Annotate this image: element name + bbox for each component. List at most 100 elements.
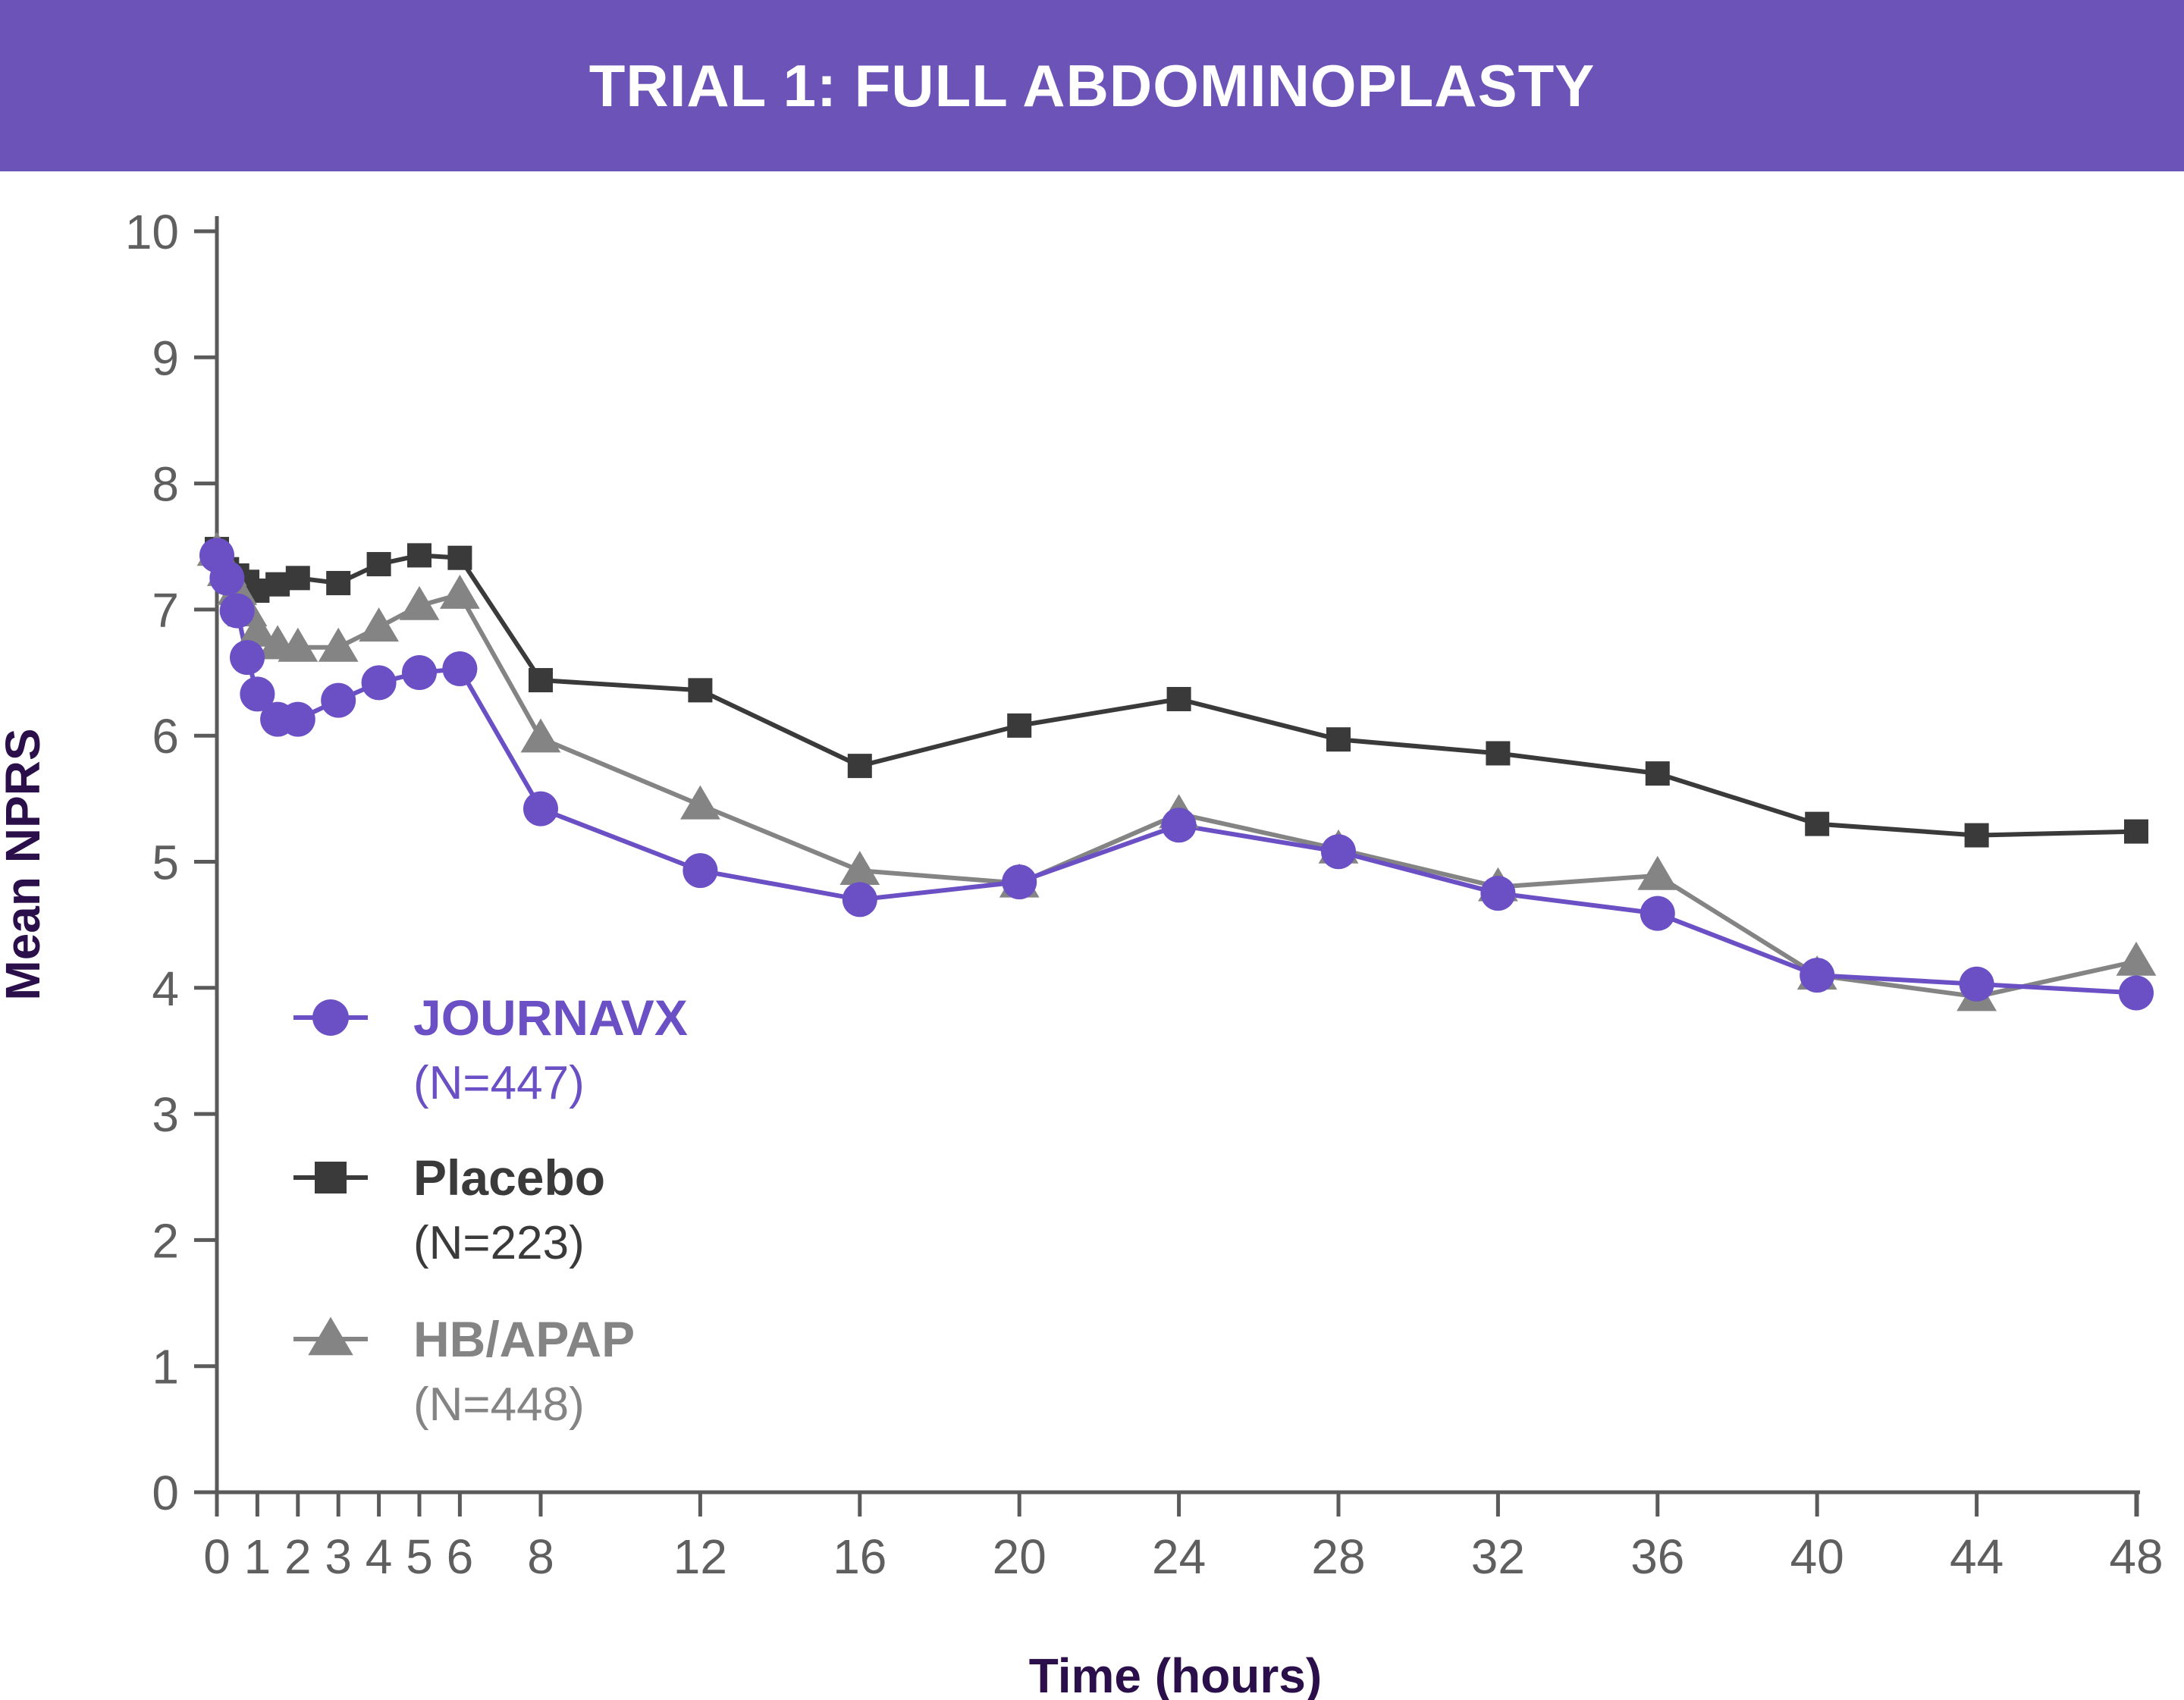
data-point-journavx xyxy=(1800,958,1835,993)
series-line-journavx xyxy=(215,554,2137,996)
legend-count: (N=223) xyxy=(413,1217,585,1269)
y-tick-label: 2 xyxy=(152,1213,179,1268)
data-point-journavx xyxy=(1321,834,1356,870)
data-point-journavx xyxy=(1480,876,1516,911)
x-tick-label: 40 xyxy=(1790,1529,1844,1584)
legend-item-hb-apap: HB/APAP (N=448) xyxy=(293,1311,635,1431)
data-point-placebo xyxy=(407,543,431,568)
x-tick-label: 24 xyxy=(1152,1529,1206,1584)
y-tick-label: 8 xyxy=(152,457,179,512)
data-point-journavx xyxy=(280,701,315,737)
data-point-placebo xyxy=(447,545,472,570)
data-point-journavx xyxy=(1640,895,1675,931)
data-point-journavx xyxy=(2119,975,2154,1011)
data-point-journavx xyxy=(230,640,265,676)
x-tick-label: 5 xyxy=(406,1529,433,1584)
data-point-placebo xyxy=(1486,741,1511,766)
y-tick-label: 1 xyxy=(152,1340,179,1394)
data-point-journavx xyxy=(1161,808,1197,843)
data-point-placebo xyxy=(529,668,553,693)
data-point-journavx xyxy=(209,560,245,596)
title-banner: TRIAL 1: FULL ABDOMINOPLASTY xyxy=(0,0,2184,171)
data-point-placebo xyxy=(285,566,310,591)
data-point-journavx xyxy=(402,655,437,691)
data-point-journavx xyxy=(321,682,356,718)
x-tick-label: 8 xyxy=(527,1529,554,1584)
data-point-placebo xyxy=(1805,811,1830,836)
data-point-journavx xyxy=(442,651,478,687)
series-line-hb-apap xyxy=(215,550,2137,999)
legend-count: (N=448) xyxy=(413,1379,585,1431)
data-point-journavx xyxy=(219,593,255,629)
data-point-placebo xyxy=(1166,686,1191,711)
data-point-placebo xyxy=(326,570,351,595)
data-point-journavx xyxy=(1959,966,1994,1002)
legend-marker-journavx xyxy=(312,999,349,1036)
data-point-placebo xyxy=(1645,761,1670,786)
legend-count: (N=447) xyxy=(413,1057,585,1109)
legend: JOURNAVX (N=447) Placebo (N=223) HB/APAP (N=4… xyxy=(293,990,688,1431)
data-point-hb-apap xyxy=(318,627,359,662)
legend-label: JOURNAVX xyxy=(413,990,688,1046)
chart-title: TRIAL 1: FULL ABDOMINOPLASTY xyxy=(588,52,1596,119)
y-tick-label: 5 xyxy=(152,836,179,890)
data-point-hb-apap xyxy=(520,718,561,753)
series-markers xyxy=(196,532,2157,1012)
series-lines xyxy=(215,547,2137,999)
data-point-placebo xyxy=(847,754,872,779)
y-tick-label: 3 xyxy=(152,1087,179,1142)
data-point-hb-apap xyxy=(359,607,399,642)
data-point-hb-apap xyxy=(1637,855,1678,890)
y-axis-title: Mean NPRS xyxy=(0,728,50,1000)
x-tick-label: 2 xyxy=(284,1529,312,1584)
x-tick-label: 4 xyxy=(366,1529,393,1584)
data-point-hb-apap xyxy=(680,785,720,820)
x-tick-label: 44 xyxy=(1950,1529,2004,1584)
data-point-placebo xyxy=(2124,819,2148,844)
data-point-journavx xyxy=(682,853,718,889)
x-tick-label: 28 xyxy=(1311,1529,1365,1584)
data-point-journavx xyxy=(523,791,558,826)
data-point-hb-apap xyxy=(237,612,278,647)
y-tick-label: 7 xyxy=(152,583,179,638)
x-tick-label: 16 xyxy=(833,1529,886,1584)
legend-label: HB/APAP xyxy=(413,1311,635,1367)
x-tick-label: 6 xyxy=(447,1529,474,1584)
data-point-placebo xyxy=(1964,823,1989,848)
legend-marker-hb-apap xyxy=(308,1316,353,1356)
data-point-journavx xyxy=(1002,864,1037,900)
data-point-journavx xyxy=(240,676,275,712)
data-point-journavx xyxy=(361,665,397,701)
x-tick-label: 3 xyxy=(325,1529,352,1584)
data-point-journavx xyxy=(842,882,877,917)
x-tick-label: 1 xyxy=(244,1529,271,1584)
data-point-placebo xyxy=(366,552,391,577)
data-point-placebo xyxy=(265,572,290,597)
series-markers-journavx xyxy=(199,538,2154,1011)
data-point-hb-apap xyxy=(278,627,318,662)
x-tick-label: 0 xyxy=(203,1529,231,1584)
y-tick-label: 4 xyxy=(152,961,179,1016)
x-tick-label: 20 xyxy=(993,1529,1046,1584)
data-point-hb-apap xyxy=(839,851,880,886)
data-point-placebo xyxy=(1007,713,1032,738)
x-tick-label: 36 xyxy=(1630,1529,1684,1584)
legend-marker-placebo xyxy=(315,1162,347,1193)
x-tick-label: 32 xyxy=(1471,1529,1525,1584)
y-tick-label: 6 xyxy=(152,709,179,764)
legend-item-placebo: Placebo (N=223) xyxy=(293,1150,605,1269)
x-tick-label: 12 xyxy=(673,1529,727,1584)
y-tick-label: 9 xyxy=(152,331,179,385)
data-point-placebo xyxy=(1326,727,1351,752)
x-tick-label: 48 xyxy=(2109,1529,2163,1584)
y-tick-label: 10 xyxy=(125,205,179,259)
data-point-hb-apap xyxy=(440,574,480,609)
x-axis-title: Time (hours) xyxy=(1029,1648,1322,1700)
legend-label: Placebo xyxy=(413,1150,605,1206)
data-point-placebo xyxy=(688,678,713,703)
legend-item-journavx: JOURNAVX (N=447) xyxy=(293,990,688,1109)
data-point-hb-apap xyxy=(399,585,440,620)
data-point-hb-apap xyxy=(2116,941,2157,976)
